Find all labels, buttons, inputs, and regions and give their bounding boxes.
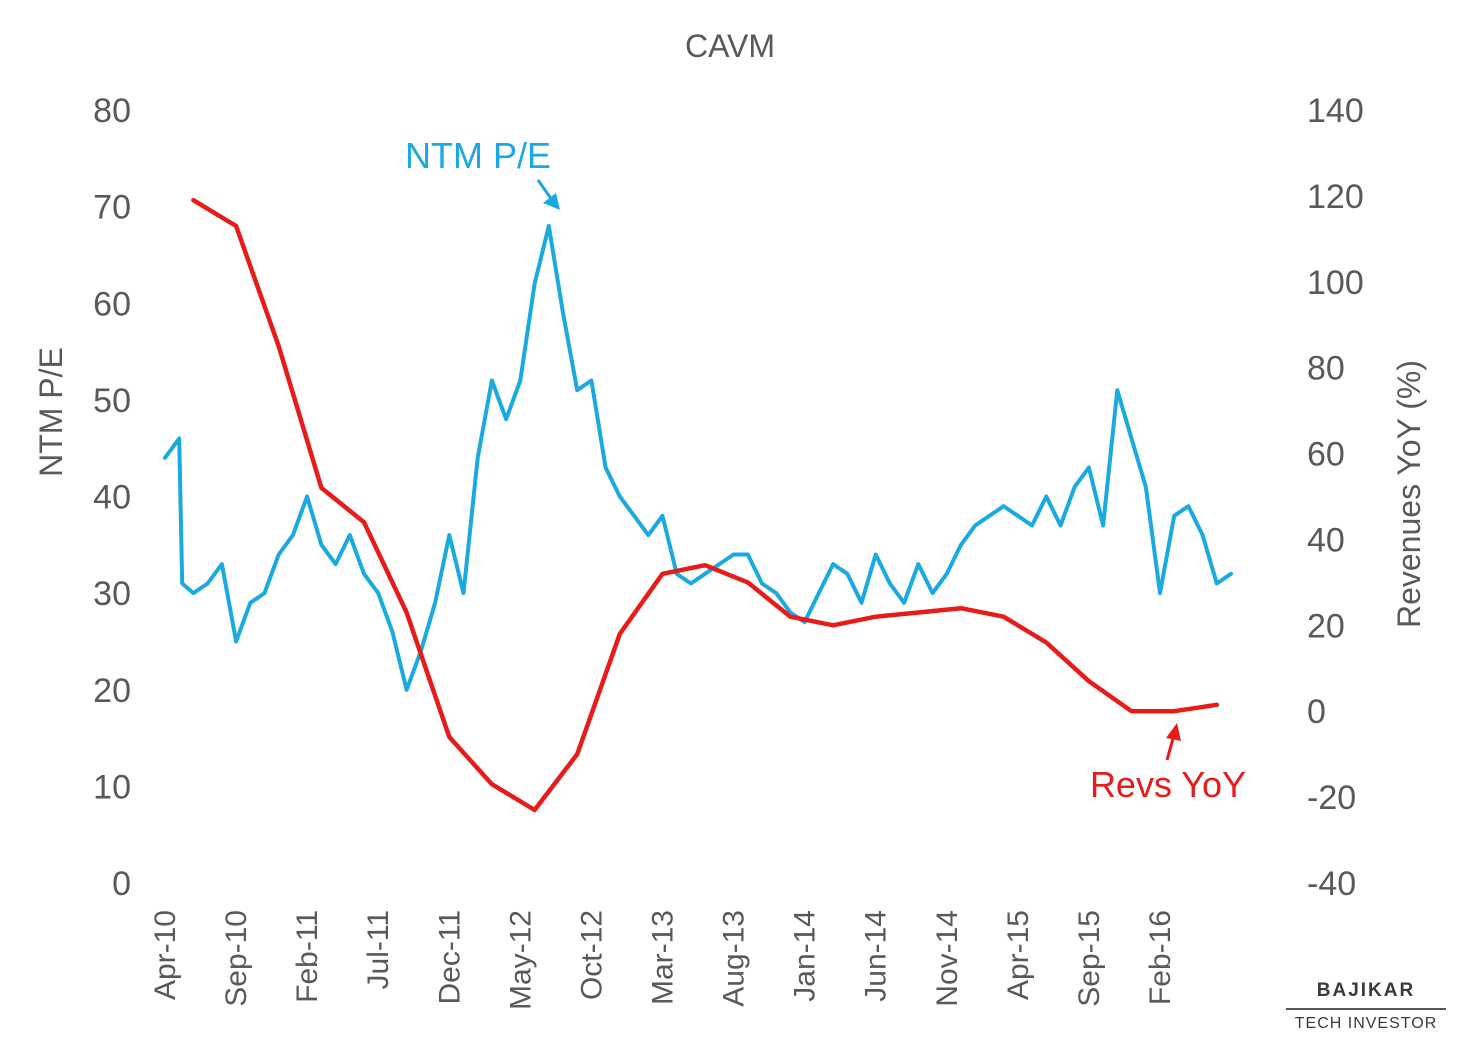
ntm-pe-arrowhead (543, 193, 560, 210)
right-tick-label: -40 (1307, 865, 1356, 903)
left-tick-label: 80 (93, 92, 131, 130)
x-tick-label: Mar-13 (647, 910, 680, 1005)
x-tick-label: Apr-10 (149, 910, 182, 1000)
right-tick-label: -20 (1307, 779, 1356, 817)
left-tick-label: 40 (93, 479, 131, 517)
right-tick-label: 140 (1307, 92, 1364, 130)
x-tick-label: Jun-14 (860, 910, 893, 1002)
x-tick-label: May-12 (504, 910, 537, 1010)
x-tick-label: Apr-15 (1002, 910, 1035, 1000)
ntm-pe-line (163, 224, 1233, 692)
brand-logo: BAJIKAR TECH INVESTOR (1286, 980, 1446, 1033)
right-tick-label: 80 (1307, 350, 1345, 388)
left-axis-title: NTM P/E (33, 347, 69, 477)
x-tick-label: Aug-13 (718, 910, 751, 1007)
x-tick-label: Oct-12 (575, 910, 608, 1000)
right-axis-title: Revenues YoY (%) (1391, 360, 1427, 628)
chart-title: CAVM (685, 28, 775, 64)
x-tick-label: Dec-11 (433, 910, 466, 1004)
right-tick-label: 40 (1307, 521, 1345, 559)
series-layer (163, 197, 1233, 813)
left-tick-label: 30 (93, 575, 131, 613)
x-tick-label: Feb-16 (1144, 910, 1177, 1005)
revs-yoy-arrowhead (1166, 723, 1181, 741)
left-tick-label: 70 (93, 189, 131, 227)
left-axis: 0 10 20 30 40 50 60 70 80 (93, 92, 131, 903)
x-tick-label: Sep-15 (1073, 910, 1106, 1007)
revenue-yoy-line (191, 197, 1220, 813)
right-axis: -40 -20 0 20 40 60 80 100 120 140 (1307, 92, 1364, 903)
left-tick-label: 60 (93, 285, 131, 323)
right-tick-label: 120 (1307, 178, 1364, 216)
x-tick-label: Jan-14 (789, 910, 822, 1002)
x-tick-label: Jul-11 (362, 910, 395, 989)
x-tick-label: Feb-11 (291, 910, 324, 1003)
left-tick-label: 20 (93, 672, 131, 710)
x-tick-label: Nov-14 (931, 910, 964, 1007)
left-tick-label: 0 (112, 865, 131, 903)
logo-name: BAJIKAR (1286, 980, 1446, 1010)
logo-subtitle: TECH INVESTOR (1294, 1015, 1438, 1032)
x-axis: Apr-10 Sep-10 Feb-11 Jul-11 Dec-11 May-12 Oct-… (149, 910, 1177, 1010)
x-tick-label: Sep-10 (220, 910, 253, 1007)
right-tick-label: 20 (1307, 607, 1345, 645)
annotation-layer: NTM P/E Revs YoY (405, 135, 1246, 805)
right-tick-label: 0 (1307, 693, 1326, 731)
right-tick-label: 100 (1307, 264, 1364, 302)
right-tick-label: 60 (1307, 436, 1345, 474)
left-tick-label: 50 (93, 382, 131, 420)
ntm-pe-arrow (536, 179, 554, 201)
left-tick-label: 10 (93, 768, 131, 806)
ntm-pe-annotation: NTM P/E (405, 135, 551, 176)
revs-yoy-annotation: Revs YoY (1090, 764, 1246, 805)
